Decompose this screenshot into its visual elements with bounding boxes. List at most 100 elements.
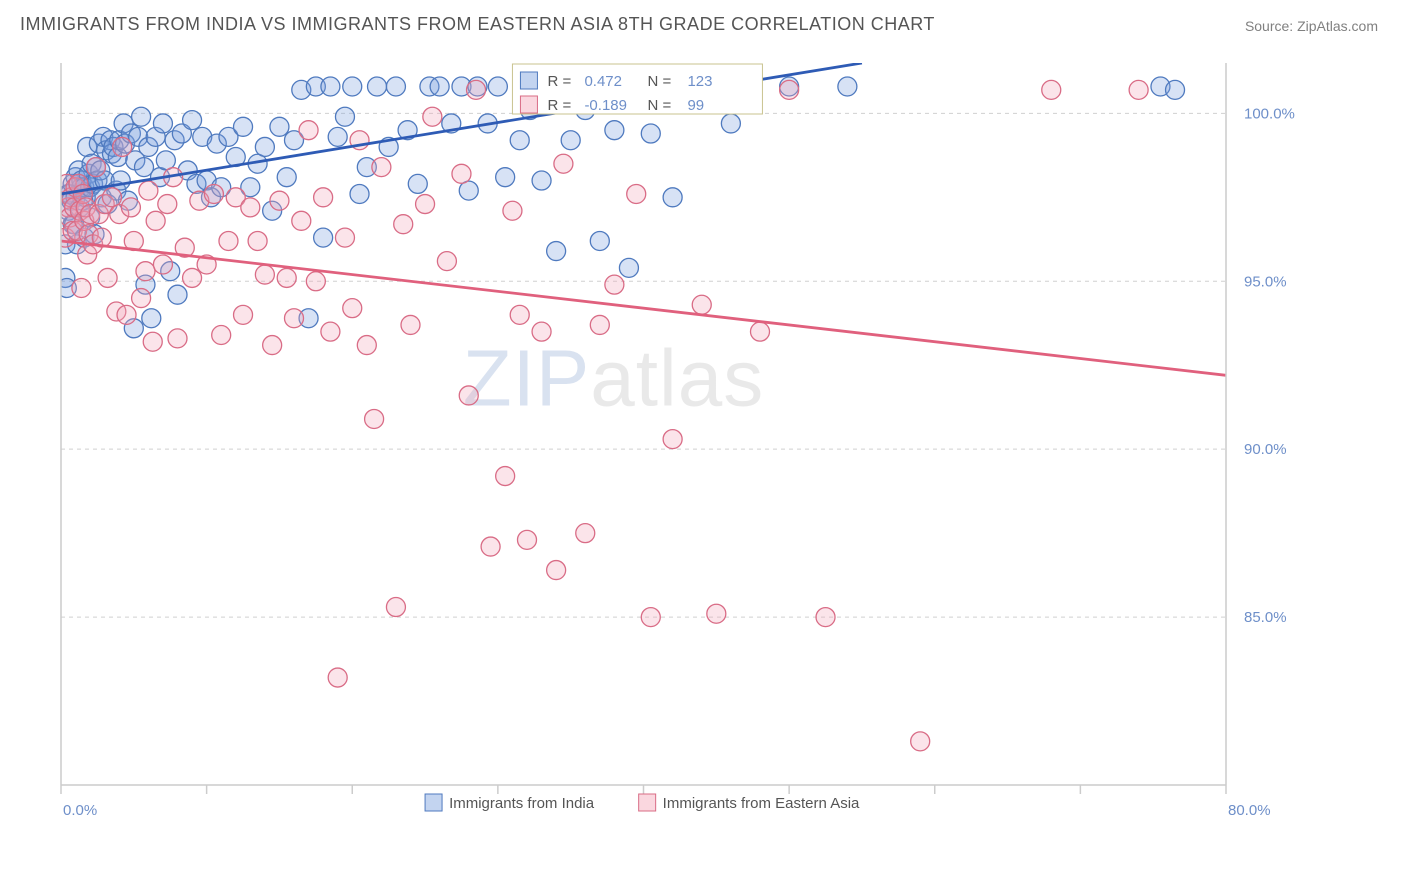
data-point xyxy=(153,255,172,274)
data-point xyxy=(285,309,304,328)
y-tick-label: 85.0% xyxy=(1244,609,1287,626)
data-point xyxy=(1129,80,1148,99)
data-point xyxy=(576,524,595,543)
data-point xyxy=(183,268,202,287)
data-point xyxy=(86,158,105,177)
data-point xyxy=(321,77,340,96)
data-point xyxy=(136,262,155,281)
data-point xyxy=(423,107,442,126)
data-point xyxy=(343,77,362,96)
data-point xyxy=(518,530,537,549)
data-point xyxy=(357,336,376,355)
data-point xyxy=(132,107,151,126)
data-point xyxy=(158,195,177,214)
data-point xyxy=(386,77,405,96)
data-point xyxy=(350,184,369,203)
data-point xyxy=(321,322,340,341)
data-point xyxy=(277,168,296,187)
stat-n-label: N = xyxy=(647,97,671,114)
data-point xyxy=(590,231,609,250)
x-tick-label: 80.0% xyxy=(1228,802,1271,815)
data-point xyxy=(721,114,740,133)
chart-title: IMMIGRANTS FROM INDIA VS IMMIGRANTS FROM… xyxy=(20,14,935,35)
data-point xyxy=(314,228,333,247)
data-point xyxy=(241,198,260,217)
data-point xyxy=(838,77,857,96)
correlation-chart: 85.0%90.0%95.0%100.0%ZIPatlas0.0%80.0%8t… xyxy=(53,55,1311,815)
legend-swatch xyxy=(425,794,442,811)
legend-label: Immigrants from Eastern Asia xyxy=(663,795,860,812)
legend-swatch xyxy=(639,794,656,811)
data-point xyxy=(459,181,478,200)
data-point xyxy=(707,604,726,623)
data-point xyxy=(234,305,253,324)
data-point xyxy=(488,77,507,96)
data-point xyxy=(496,168,515,187)
x-tick-label: 0.0% xyxy=(63,802,97,815)
data-point xyxy=(156,151,175,170)
data-point xyxy=(1042,80,1061,99)
stat-n-value: 123 xyxy=(687,73,712,90)
data-point xyxy=(117,305,136,324)
data-point xyxy=(452,164,471,183)
data-point xyxy=(139,181,158,200)
source-name: ZipAtlas.com xyxy=(1297,18,1378,34)
stat-r-label: R = xyxy=(547,97,571,114)
data-point xyxy=(641,608,660,627)
data-point xyxy=(306,272,325,291)
data-point xyxy=(437,252,456,271)
data-point xyxy=(146,211,165,230)
data-point xyxy=(619,258,638,277)
data-point xyxy=(255,265,274,284)
data-point xyxy=(627,184,646,203)
data-point xyxy=(328,668,347,687)
data-point xyxy=(168,329,187,348)
data-point xyxy=(183,111,202,130)
data-point xyxy=(605,275,624,294)
data-point xyxy=(168,285,187,304)
series-swatch xyxy=(520,96,537,113)
data-point xyxy=(663,430,682,449)
data-point xyxy=(132,289,151,308)
data-point xyxy=(605,121,624,140)
data-point xyxy=(532,171,551,190)
data-point xyxy=(416,195,435,214)
data-point xyxy=(911,732,930,751)
data-point xyxy=(510,305,529,324)
data-point xyxy=(510,131,529,150)
y-tick-label: 100.0% xyxy=(1244,105,1295,122)
series-swatch xyxy=(520,72,537,89)
data-point xyxy=(532,322,551,341)
data-point xyxy=(554,154,573,173)
data-point xyxy=(386,598,405,617)
data-point xyxy=(270,117,289,136)
data-point xyxy=(98,268,117,287)
data-point xyxy=(751,322,770,341)
stat-r-value: -0.189 xyxy=(584,97,627,114)
data-point xyxy=(314,188,333,207)
data-point xyxy=(481,537,500,556)
data-point xyxy=(328,127,347,146)
data-point xyxy=(401,315,420,334)
data-point xyxy=(212,326,231,345)
data-point xyxy=(142,309,161,328)
data-point xyxy=(263,336,282,355)
data-point xyxy=(143,332,162,351)
stat-r-value: 0.472 xyxy=(584,73,622,90)
data-point xyxy=(72,278,91,297)
data-point xyxy=(816,608,835,627)
data-point xyxy=(335,228,354,247)
data-point xyxy=(547,242,566,261)
data-point xyxy=(153,114,172,133)
data-point xyxy=(335,107,354,126)
data-point xyxy=(394,215,413,234)
data-point xyxy=(692,295,711,314)
data-point xyxy=(459,386,478,405)
data-point xyxy=(299,121,318,140)
data-point xyxy=(780,80,799,99)
stat-n-label: N = xyxy=(647,73,671,90)
stat-r-label: R = xyxy=(547,73,571,90)
data-point xyxy=(270,191,289,210)
data-point xyxy=(372,158,391,177)
data-point xyxy=(503,201,522,220)
